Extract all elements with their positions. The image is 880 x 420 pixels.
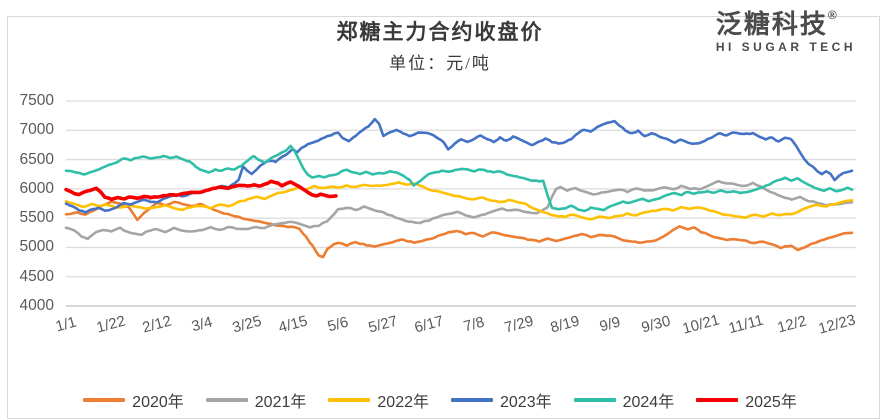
y-tick-label: 5500 [19,209,54,227]
y-tick-label: 4000 [19,297,54,314]
series-line-2021年 [64,179,854,241]
y-tick-label: 4500 [19,267,54,285]
legend-swatch [696,397,739,403]
legend-item: 2025年 [696,388,797,412]
legend-label: 2024年 [622,394,675,411]
brand-logo: 泛糖科技® HI SUGAR TECH [715,8,856,54]
y-tick-label: 6000 [19,179,54,197]
y-tick-label: 5000 [19,238,54,256]
legend-swatch [451,398,493,402]
y-tick-label: 7000 [19,121,54,139]
legend-label: 2020年 [132,394,184,411]
series-line-2023年 [64,117,854,214]
legend-label: 2022年 [377,394,429,411]
series-line-2024年 [64,144,854,213]
legend-item: 2024年 [573,388,675,412]
brand-name: 泛糖科技 [715,9,828,39]
legend-swatch [573,398,616,402]
brand-tagline: HI SUGAR TECH [715,40,856,54]
series-line-2022年 [64,181,854,221]
legend-label: 2025年 [745,394,797,411]
y-tick-label: 7500 [19,92,54,109]
series-line-2025年 [64,179,338,202]
chart-legend: 2020年 2021年 2022年 2023年 2024年 2025年 [0,388,880,412]
legend-item: 2023年 [451,388,552,412]
series-line-2020年 [64,200,854,259]
y-tick-label: 6500 [19,150,54,168]
legend-swatch [328,398,371,402]
legend-item: 2022年 [328,388,429,412]
chart-unit-label: 单位：元/吨 [389,54,491,73]
legend-item: 2020年 [83,388,184,412]
legend-swatch [205,398,248,402]
legend-label: 2023年 [500,394,552,411]
chart-title: 郑糖主力合约收盘价 [336,20,544,44]
legend-swatch [83,398,126,402]
legend-item: 2021年 [205,388,307,412]
registered-trademark-icon: ® [827,8,839,22]
legend-label: 2021年 [254,394,307,411]
